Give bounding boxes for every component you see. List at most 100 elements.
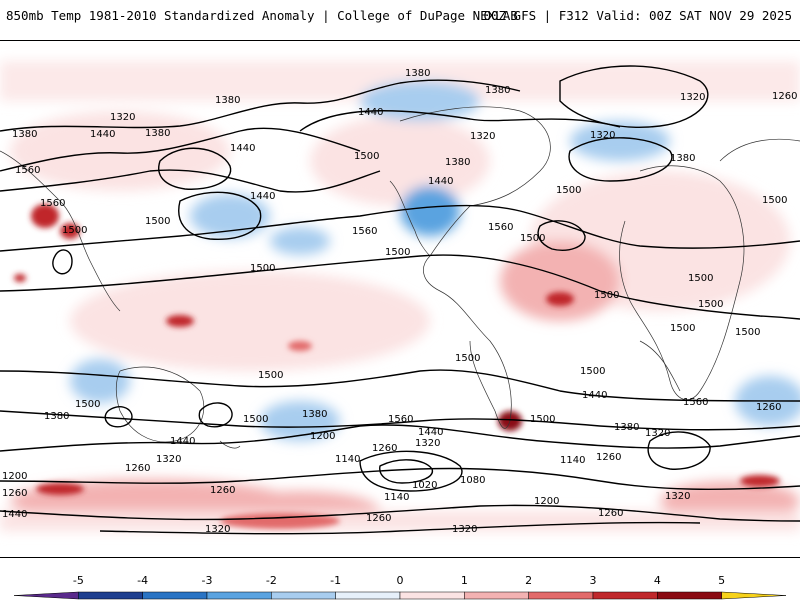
contour-label: 1500 bbox=[354, 151, 379, 162]
model-run-info: 00Z GFS | F312 Valid: 00Z SAT NOV 29 202… bbox=[483, 8, 792, 23]
colorbar-tick-label: 1 bbox=[461, 574, 468, 587]
contour-label: 1440 bbox=[250, 191, 275, 202]
contour-label: 1380 bbox=[405, 68, 430, 79]
contour-label: 1380 bbox=[215, 95, 240, 106]
coastlines bbox=[0, 106, 800, 449]
contour-label: 1260 bbox=[125, 463, 150, 474]
contour-label: 1500 bbox=[75, 399, 100, 410]
colorbar-segment bbox=[335, 591, 401, 600]
contour-label: 1500 bbox=[243, 414, 268, 425]
colorbar: -5 -4 -3 -2 -1 0 1 2 3 4 5 bbox=[0, 560, 800, 600]
contour-label: 1320 bbox=[665, 491, 690, 502]
map-title: 850mb Temp 1981-2010 Standardized Anomal… bbox=[6, 8, 518, 23]
contour-label: 1560 bbox=[388, 414, 413, 425]
contour-label: 1380 bbox=[670, 153, 695, 164]
contour-label: 1500 bbox=[520, 233, 545, 244]
contour-label: 1560 bbox=[488, 222, 513, 233]
colorbar-segment bbox=[464, 591, 529, 600]
contour-label: 1380 bbox=[445, 157, 470, 168]
contour-label: 1260 bbox=[598, 508, 623, 519]
colorbar-tick-label: -5 bbox=[73, 574, 84, 587]
contour-label: 1500 bbox=[556, 185, 581, 196]
contour-label: 1320 bbox=[110, 112, 135, 123]
contour-label: 1200 bbox=[534, 496, 559, 507]
height-contours bbox=[0, 65, 800, 535]
colorbar-tick-label: -2 bbox=[266, 574, 277, 587]
colorbar-tick-label: 4 bbox=[654, 574, 661, 587]
colorbar-tick-label: 3 bbox=[590, 574, 597, 587]
contour-label: 1380 bbox=[145, 128, 170, 139]
contour-label: 1440 bbox=[358, 107, 383, 118]
anomaly-hotspots bbox=[14, 204, 780, 529]
colorbar-tick-label: -4 bbox=[137, 574, 148, 587]
contour-label: 1380 bbox=[485, 85, 510, 96]
contour-label: 1260 bbox=[210, 485, 235, 496]
contour-label: 1440 bbox=[2, 509, 27, 520]
contour-label: 1260 bbox=[366, 513, 391, 524]
contour-label: 1260 bbox=[2, 488, 27, 499]
colorbar-segment bbox=[592, 591, 658, 600]
contour-label: 1440 bbox=[230, 143, 255, 154]
contour-label: 1320 bbox=[452, 524, 477, 535]
contour-label: 1140 bbox=[335, 454, 360, 465]
colorbar-tick-label: -1 bbox=[330, 574, 341, 587]
contour-labels: 1380 1380 1380 1380 1380 1440 1440 1440 … bbox=[2, 68, 797, 535]
colorbar-segment bbox=[399, 591, 465, 600]
colorbar-segment bbox=[271, 591, 336, 600]
map-svg: 1380 1380 1380 1380 1380 1440 1440 1440 … bbox=[0, 61, 800, 535]
contour-label: 1380 bbox=[12, 129, 37, 140]
contour-label: 1260 bbox=[772, 91, 797, 102]
contour-label: 1500 bbox=[735, 327, 760, 338]
contour-label: 1440 bbox=[582, 390, 607, 401]
contour-label: 1500 bbox=[62, 225, 87, 236]
contour-label: 1440 bbox=[170, 436, 195, 447]
colorbar-segment bbox=[142, 591, 208, 600]
contour-label: 1500 bbox=[580, 366, 605, 377]
contour-label: 1440 bbox=[90, 129, 115, 140]
contour-label: 1320 bbox=[590, 130, 615, 141]
contour-label: 1320 bbox=[470, 131, 495, 142]
contour-label: 1500 bbox=[594, 290, 619, 301]
contour-label: 1320 bbox=[205, 524, 230, 535]
contour-label: 1080 bbox=[460, 475, 485, 486]
contour-label: 1500 bbox=[385, 247, 410, 258]
contour-label: 1500 bbox=[455, 353, 480, 364]
colorbar-segment bbox=[206, 591, 272, 600]
contour-label: 1260 bbox=[372, 443, 397, 454]
contour-label: 1020 bbox=[412, 480, 437, 491]
contour-label: 1560 bbox=[15, 165, 40, 176]
header: 850mb Temp 1981-2010 Standardized Anomal… bbox=[0, 0, 800, 40]
colorbar-svg: -5 -4 -3 -2 -1 0 1 2 3 4 5 bbox=[13, 574, 787, 600]
contour-label: 1320 bbox=[415, 438, 440, 449]
anomaly-shading bbox=[0, 61, 800, 531]
contour-label: 1500 bbox=[762, 195, 787, 206]
contour-label: 1320 bbox=[645, 428, 670, 439]
contour-label: 1560 bbox=[40, 198, 65, 209]
contour-label: 1200 bbox=[2, 471, 27, 482]
contour-label: 1380 bbox=[44, 411, 69, 422]
contour-label: 1500 bbox=[670, 323, 695, 334]
contour-label: 1320 bbox=[680, 92, 705, 103]
colorbar-tick-label: 2 bbox=[525, 574, 532, 587]
colorbar-tick-label: 5 bbox=[718, 574, 725, 587]
contour-label: 1200 bbox=[310, 431, 335, 442]
contour-label: 1260 bbox=[756, 402, 781, 413]
contour-label: 1440 bbox=[418, 427, 443, 438]
contour-label: 1500 bbox=[688, 273, 713, 284]
contour-label: 1380 bbox=[614, 422, 639, 433]
colorbar-tick-label: 0 bbox=[397, 574, 404, 587]
contour-label: 1440 bbox=[428, 176, 453, 187]
colorbar-segment bbox=[721, 591, 787, 600]
colorbar-segment bbox=[13, 591, 79, 600]
colorbar-segment bbox=[78, 591, 143, 600]
colorbar-segment bbox=[528, 591, 594, 600]
contour-label: 1320 bbox=[156, 454, 181, 465]
contour-label: 1260 bbox=[596, 452, 621, 463]
contour-label: 1560 bbox=[683, 397, 708, 408]
contour-label: 1500 bbox=[250, 263, 275, 274]
colorbar-tick-label: -3 bbox=[202, 574, 213, 587]
contour-label: 1500 bbox=[145, 216, 170, 227]
contour-label: 1140 bbox=[560, 455, 585, 466]
contour-label: 1140 bbox=[384, 492, 409, 503]
anomaly-map: 1380 1380 1380 1380 1380 1440 1440 1440 … bbox=[0, 40, 800, 558]
